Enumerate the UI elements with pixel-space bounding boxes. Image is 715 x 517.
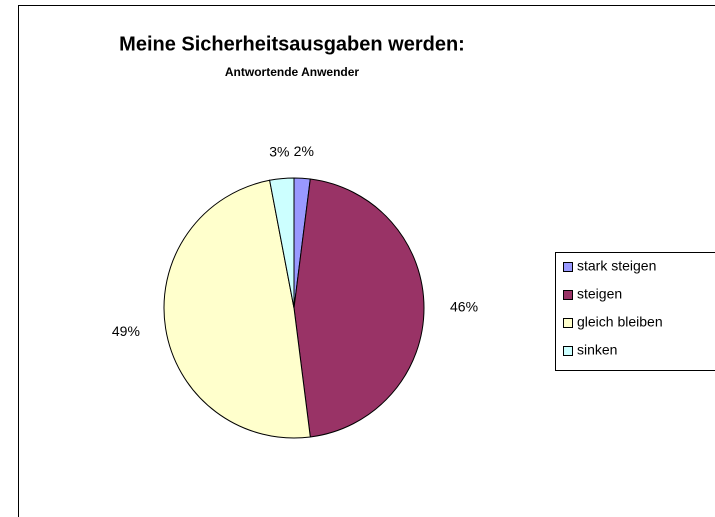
- data-label: 49%: [112, 323, 140, 339]
- legend-label: steigen: [577, 286, 622, 302]
- data-label: 2%: [294, 143, 314, 159]
- legend-swatch: [563, 290, 573, 300]
- data-label: 46%: [450, 299, 478, 315]
- legend-label: stark steigen: [577, 258, 656, 274]
- legend-label: gleich bleiben: [577, 314, 663, 330]
- chart-subtitle: Antwortende Anwender: [225, 65, 360, 79]
- data-label: 3%: [269, 143, 289, 159]
- pie-slice: [269, 177, 295, 309]
- chart-title: Meine Sicherheitsausgaben werden:: [119, 33, 465, 55]
- legend-label: sinken: [577, 342, 617, 358]
- legend-swatch: [563, 318, 573, 328]
- legend-swatch: [563, 262, 573, 272]
- pie-slice: [163, 179, 311, 439]
- pie-slice: [293, 178, 425, 438]
- legend-swatch: [563, 346, 573, 356]
- legend-box: [555, 252, 715, 371]
